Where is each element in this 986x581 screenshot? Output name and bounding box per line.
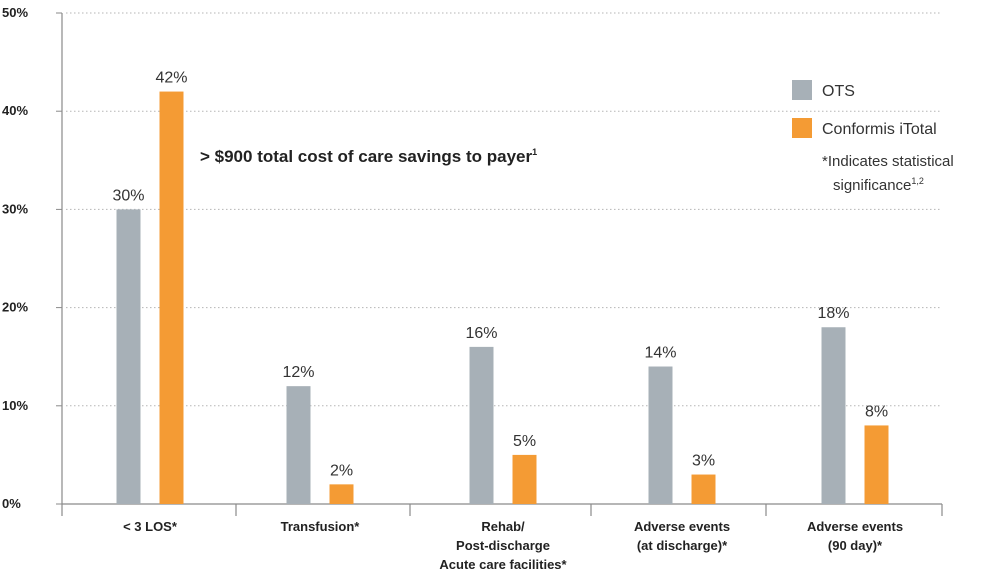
x-tick-label-line: Transfusion* [281, 519, 361, 534]
significance-note-line2: significance1,2 [833, 176, 924, 194]
x-tick-label: Adverse events (90 day)* [807, 519, 903, 553]
y-tick-label: 0% [2, 496, 21, 511]
bar-conformis [159, 91, 184, 504]
data-label: 2% [330, 462, 353, 479]
legend-swatch [792, 118, 812, 138]
bar-ots [286, 386, 311, 504]
data-label: 42% [155, 70, 187, 87]
x-tick-label-line: Adverse events [807, 519, 903, 534]
y-tick-label: 10% [2, 398, 28, 413]
x-tick-label-line: Acute care facilities* [439, 557, 567, 572]
significance-note: *Indicates statistical [822, 153, 954, 170]
y-tick-label: 40% [2, 103, 28, 118]
bar-ots [821, 327, 846, 504]
bar-conformis [864, 425, 889, 504]
x-tick-label-line: < 3 LOS* [123, 519, 178, 534]
bar-conformis [329, 484, 354, 504]
y-tick-label: 50% [2, 5, 28, 20]
footnote-superscript: 1 [532, 147, 537, 157]
x-tick-label-line: Rehab/ [481, 519, 525, 534]
x-tick-label-line: Post-discharge [456, 538, 550, 553]
x-tick-label-line: (at discharge)* [637, 538, 728, 553]
y-tick-label: 20% [2, 300, 28, 315]
legend-swatch [792, 80, 812, 100]
bar-conformis [512, 454, 537, 504]
data-label: 18% [817, 305, 849, 322]
bar-conformis [691, 474, 716, 504]
data-label: 3% [692, 453, 715, 470]
y-tick-label: 30% [2, 201, 28, 216]
footnote-superscript: 1,2 [911, 176, 924, 186]
data-label: 12% [282, 364, 314, 381]
bar-ots [648, 366, 673, 504]
data-label: 16% [465, 325, 497, 342]
cost-savings-annotation: > $900 total cost of care savings to pay… [200, 147, 537, 166]
data-label: 8% [865, 403, 888, 420]
data-label: 30% [112, 187, 144, 204]
data-label: 14% [644, 345, 676, 362]
legend-label: OTS [822, 83, 855, 100]
x-tick-label: Rehab/Post-discharge Acute care facilitie… [439, 519, 567, 572]
data-label: 5% [513, 433, 536, 450]
x-tick-label: Transfusion* [281, 519, 361, 534]
x-tick-label: < 3 LOS* [123, 519, 178, 534]
x-tick-label: Adverse events (at discharge)* [634, 519, 730, 553]
bar-ots [116, 209, 141, 504]
x-tick-label-line: (90 day)* [828, 538, 883, 553]
legend-label: Conformis iTotal [822, 121, 937, 138]
bar-ots [469, 346, 494, 504]
x-tick-label-line: Adverse events [634, 519, 730, 534]
